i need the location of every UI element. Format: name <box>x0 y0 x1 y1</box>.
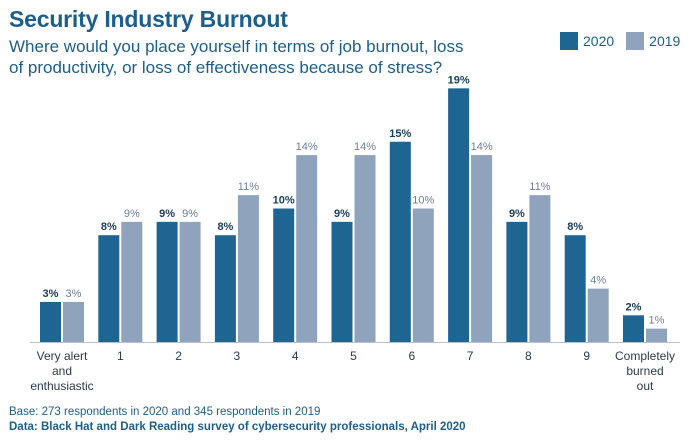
legend-label-2019: 2019 <box>649 33 681 49</box>
legend-item-2020: 2020 <box>560 32 614 50</box>
data-label-2020-10: 2% <box>626 301 642 313</box>
bar-2020-10 <box>623 315 644 342</box>
data-label-2019-4: 14% <box>296 141 318 153</box>
bar-2020-3 <box>214 235 236 342</box>
data-label-2019-7: 14% <box>471 141 493 153</box>
bar-2019-5 <box>354 155 376 342</box>
category-label-4: 4 <box>292 349 299 363</box>
category-label-10: Completely burned out <box>615 349 675 393</box>
bar-2020-7 <box>448 88 470 342</box>
bar-2019-6 <box>412 208 434 342</box>
bar-2019-4 <box>296 155 318 342</box>
bar-2020-0 <box>40 301 61 342</box>
data-label-2020-6: 15% <box>389 128 411 140</box>
footnote: Base: 273 respondents in 2020 and 345 re… <box>9 406 321 418</box>
data-label-2019-6: 10% <box>412 195 434 207</box>
bar-2020-8 <box>506 221 528 342</box>
data-label-2020-9: 8% <box>567 221 583 233</box>
category-label-8: 8 <box>525 349 532 363</box>
category-label-1: 1 <box>117 349 124 363</box>
data-label-2020-3: 8% <box>217 221 233 233</box>
bar-2020-9 <box>564 235 586 342</box>
chart-title: Security Industry Burnout <box>9 6 288 32</box>
category-label-6: 6 <box>408 349 415 363</box>
data-label-2019-5: 14% <box>354 141 376 153</box>
data-label-2019-3: 11% <box>238 181 259 193</box>
data-label-2019-9: 4% <box>590 275 606 287</box>
category-label-9: 9 <box>583 349 590 363</box>
data-label-2019-1: 9% <box>124 208 140 220</box>
bar-2020-5 <box>331 221 353 342</box>
bar-2019-8 <box>529 195 551 342</box>
legend-label-2020: 2020 <box>583 33 615 49</box>
chart-subtitle: Where would you place yourself in terms … <box>9 37 464 77</box>
data-label-2019-10: 1% <box>649 315 665 327</box>
bar-2019-0 <box>63 301 84 342</box>
bar-2019-1 <box>121 221 143 342</box>
legend-item-2019: 2019 <box>626 32 680 50</box>
bar-2020-2 <box>156 221 178 342</box>
category-label-5: 5 <box>350 349 357 363</box>
data-label-2020-0: 3% <box>43 288 59 300</box>
bar-2019-2 <box>179 221 201 342</box>
category-label-2: 2 <box>175 349 182 363</box>
legend-swatch-2020 <box>560 32 578 50</box>
bar-2019-10 <box>646 328 667 342</box>
bar-2020-4 <box>273 208 295 342</box>
category-label-7: 7 <box>467 349 474 363</box>
legend: 2020 2019 <box>560 32 686 50</box>
category-label-3: 3 <box>234 349 241 363</box>
data-label-2020-2: 9% <box>159 208 175 220</box>
bar-2020-1 <box>98 235 120 342</box>
data-label-2020-1: 8% <box>101 221 117 233</box>
data-label-2019-8: 11% <box>529 181 550 193</box>
data-label-2019-0: 3% <box>66 288 82 300</box>
data-label-2019-2: 9% <box>182 208 198 220</box>
data-label-2020-8: 9% <box>509 208 525 220</box>
data-label-2020-5: 9% <box>334 208 350 220</box>
category-label-0: Very alert and enthusiastic <box>30 349 93 393</box>
bar-2019-3 <box>237 195 259 342</box>
data-label-2020-4: 10% <box>273 195 295 207</box>
bar-2019-7 <box>471 155 493 342</box>
bar-2019-9 <box>587 288 609 342</box>
data-label-2020-7: 19% <box>448 74 470 86</box>
legend-swatch-2019 <box>626 32 645 50</box>
bar-2020-6 <box>389 141 411 342</box>
source-note: Data: Black Hat and Dark Reading survey … <box>9 421 466 433</box>
